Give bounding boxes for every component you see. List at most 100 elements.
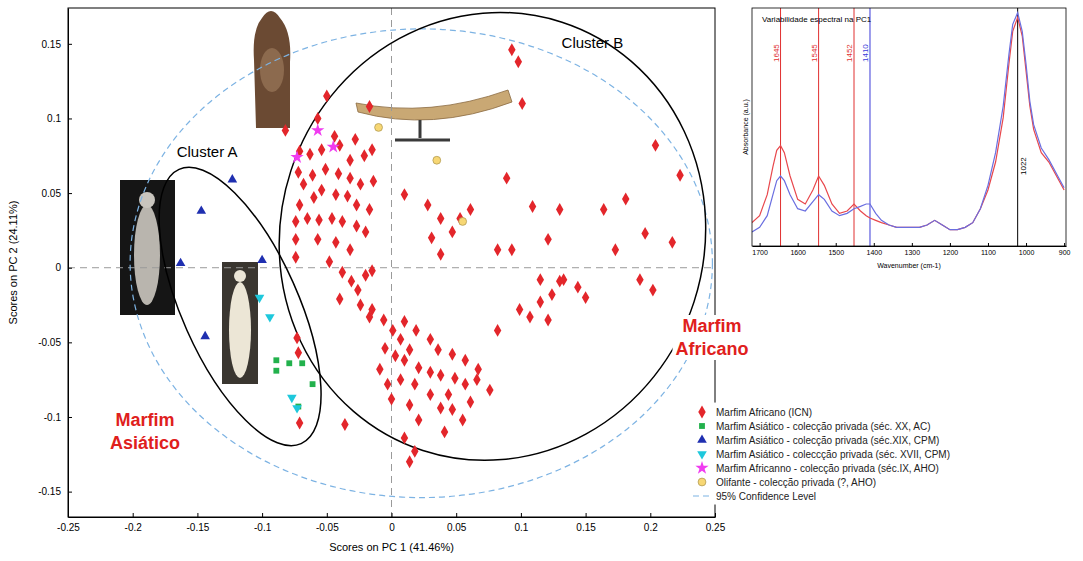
plot-frame bbox=[68, 8, 715, 517]
tick-mark bbox=[68, 118, 72, 119]
tick-label: 1500 bbox=[828, 249, 844, 256]
point bbox=[310, 191, 317, 204]
point bbox=[397, 333, 404, 346]
point bbox=[612, 243, 619, 256]
point bbox=[309, 169, 316, 182]
reference-label: 1410 bbox=[861, 44, 870, 62]
plot-background bbox=[68, 8, 715, 517]
point bbox=[339, 215, 346, 228]
zero-line-x bbox=[391, 8, 392, 517]
tick-mark bbox=[950, 243, 951, 246]
tick-mark bbox=[197, 513, 198, 517]
legend-marker bbox=[697, 434, 707, 442]
point bbox=[318, 143, 325, 156]
point bbox=[401, 188, 408, 201]
series-points bbox=[290, 123, 340, 163]
point bbox=[437, 248, 444, 261]
annotation-line: Asiático bbox=[110, 433, 180, 453]
tick: 0.15 bbox=[42, 39, 72, 50]
point bbox=[296, 417, 303, 430]
tick: -0.05 bbox=[38, 337, 72, 348]
point bbox=[427, 333, 434, 346]
inset-marks bbox=[752, 8, 1064, 246]
point bbox=[314, 233, 321, 246]
photo-figurine bbox=[254, 11, 291, 128]
tick: 1100 bbox=[981, 243, 996, 256]
tick: 0.15 bbox=[576, 513, 596, 533]
x-axis: -0.25-0.2-0.15-0.1-0.0500.050.10.150.20.… bbox=[57, 513, 726, 533]
point bbox=[366, 203, 373, 216]
inset-y-title: Absorbance (a.u.) bbox=[742, 99, 750, 155]
legend-background bbox=[690, 403, 953, 505]
tick-mark bbox=[988, 243, 989, 246]
point bbox=[352, 133, 359, 146]
point bbox=[459, 414, 466, 427]
point bbox=[427, 366, 434, 379]
tick-label: 1600 bbox=[790, 249, 806, 256]
point bbox=[366, 311, 373, 324]
point bbox=[406, 399, 413, 412]
point bbox=[437, 369, 444, 382]
point bbox=[411, 378, 418, 391]
point bbox=[287, 395, 297, 403]
reference-label: 1645 bbox=[772, 44, 781, 62]
point bbox=[397, 373, 404, 386]
point bbox=[411, 445, 418, 458]
series-points bbox=[282, 43, 684, 468]
point bbox=[441, 425, 448, 438]
legend-label: Marfim Asiático - coleccção privada (séc… bbox=[716, 449, 950, 460]
tick-mark bbox=[68, 342, 72, 343]
point bbox=[314, 112, 321, 125]
point bbox=[406, 343, 413, 356]
tick-mark bbox=[68, 417, 72, 418]
point bbox=[556, 203, 563, 216]
tick-label: 1000 bbox=[1019, 249, 1035, 256]
point bbox=[376, 363, 383, 376]
point bbox=[286, 360, 292, 366]
point bbox=[295, 346, 302, 359]
point bbox=[449, 403, 456, 416]
tick: -0.2 bbox=[125, 513, 143, 533]
tick-mark bbox=[586, 513, 587, 517]
point bbox=[311, 123, 324, 136]
tick: 0.05 bbox=[42, 188, 72, 199]
inset-background bbox=[752, 8, 1066, 246]
tick-label: 0.05 bbox=[42, 188, 62, 199]
point bbox=[310, 381, 316, 387]
tick-label: 1700 bbox=[752, 249, 768, 256]
confidence-ellipse bbox=[130, 29, 712, 498]
tick: 900 bbox=[1059, 243, 1071, 256]
point bbox=[537, 296, 544, 309]
tick: 1300 bbox=[905, 243, 921, 256]
point bbox=[669, 236, 676, 249]
tick-label: -0.05 bbox=[316, 522, 339, 533]
photo-horn-stand bbox=[395, 120, 450, 140]
point bbox=[676, 169, 683, 182]
photo-figurine-detail bbox=[260, 48, 284, 92]
point bbox=[257, 255, 267, 263]
tick-mark bbox=[1064, 243, 1065, 246]
tick-mark bbox=[521, 513, 522, 517]
photo-statue-1 bbox=[120, 180, 175, 315]
photo-horn bbox=[356, 90, 512, 120]
point bbox=[516, 303, 523, 316]
tick-label: 0.05 bbox=[447, 522, 467, 533]
series-points bbox=[375, 124, 467, 226]
cluster-ellipse bbox=[221, 8, 715, 516]
tick-label: -0.1 bbox=[44, 412, 62, 423]
point bbox=[622, 193, 629, 206]
point bbox=[437, 212, 444, 225]
series-points bbox=[273, 357, 315, 409]
inset-frame bbox=[752, 8, 1066, 246]
photo-statue-2-head bbox=[234, 270, 246, 282]
tick: 0 bbox=[389, 513, 395, 533]
tick-label: 0.15 bbox=[576, 522, 596, 533]
photos bbox=[120, 11, 512, 384]
point bbox=[437, 402, 444, 415]
point bbox=[445, 388, 452, 401]
legend-label: Olifante - colecção privada (?, AHO) bbox=[716, 477, 876, 488]
point bbox=[176, 258, 186, 266]
tick: 1500 bbox=[828, 243, 844, 256]
point bbox=[331, 130, 338, 143]
point bbox=[326, 255, 333, 268]
